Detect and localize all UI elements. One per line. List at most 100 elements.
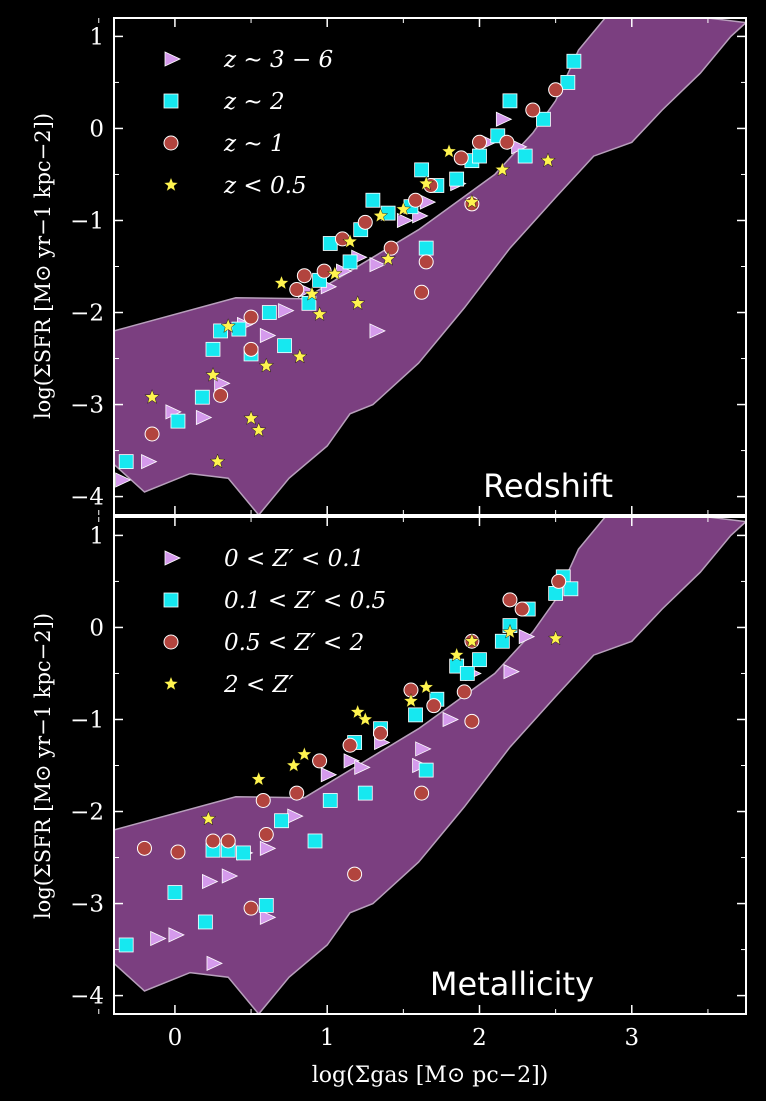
- data-point-square: [459, 666, 475, 681]
- data-point-circle: [525, 102, 541, 118]
- data-point-triangle: [278, 303, 295, 319]
- data-point-triangle: [168, 927, 185, 943]
- data-point-square: [502, 93, 518, 109]
- data-point-star: [418, 679, 434, 694]
- data-point-star: [357, 711, 373, 726]
- data-point-square: [213, 323, 229, 339]
- data-point-star: [250, 771, 267, 786]
- legend-entry: z < 0.5: [223, 173, 307, 199]
- data-point-triangle: [259, 909, 277, 925]
- data-point-triangle: [214, 375, 231, 392]
- data-point-square: [167, 885, 183, 900]
- legend-marker-star: [163, 675, 179, 691]
- data-point-triangle: [442, 711, 459, 728]
- data-point-square: [194, 389, 210, 405]
- data-point-circle: [548, 82, 564, 98]
- data-point-star: [547, 630, 564, 646]
- data-point-circle: [373, 725, 389, 741]
- data-point-square: [560, 75, 576, 90]
- legend-marker-square: [163, 592, 179, 608]
- metallicity-points: [118, 569, 579, 972]
- data-point-star: [441, 143, 457, 158]
- data-point-circle: [502, 592, 518, 608]
- data-point-star: [494, 161, 511, 177]
- data-point-circle: [453, 150, 469, 166]
- data-point-circle: [418, 254, 434, 270]
- y-tick-label: −4: [70, 485, 104, 511]
- metallicity-panel-label: Metallicity: [430, 965, 594, 1003]
- data-point-triangle: [503, 663, 520, 680]
- data-point-triangle: [396, 212, 414, 229]
- data-point-square: [563, 581, 579, 597]
- data-point-circle: [136, 840, 152, 856]
- data-point-circle: [426, 698, 442, 714]
- data-point-square: [536, 111, 551, 127]
- y-tick-label: −4: [70, 984, 104, 1010]
- x-tick-label: 2: [472, 1025, 487, 1051]
- data-point-star: [273, 275, 290, 290]
- data-point-square: [408, 707, 423, 723]
- redshift-panel: −4 −3 −2 −1 0 1 z ∼ 3 − 6 z ∼ 2 z ∼ 1 z < 0.5 Re…: [31, 17, 747, 516]
- data-point-square: [418, 240, 434, 256]
- y-axis-label-bottom: log(ΣSFR [M⊙ yr−1 kpc−2]): [31, 613, 55, 919]
- data-point-star: [502, 623, 518, 639]
- y-tick-label: −3: [70, 393, 104, 419]
- data-point-star: [327, 265, 343, 281]
- data-point-triangle: [141, 453, 158, 470]
- data-point-square: [365, 192, 381, 208]
- data-point-triangle: [369, 257, 386, 273]
- x-axis-ticks: 0 1 2 3: [168, 1025, 640, 1051]
- data-point-star: [205, 367, 221, 382]
- data-point-circle: [347, 866, 363, 882]
- data-point-star: [372, 207, 389, 223]
- data-point-square: [261, 305, 277, 320]
- data-point-star: [220, 318, 236, 333]
- data-point-star: [349, 704, 366, 719]
- x-tick-label: 0: [168, 1025, 183, 1051]
- legend-marker-square: [163, 93, 179, 109]
- data-point-star: [403, 693, 419, 708]
- redshift-legend: z ∼ 3 − 6 z ∼ 2 z ∼ 1 z < 0.5: [163, 47, 333, 199]
- data-point-triangle: [415, 741, 432, 757]
- data-point-triangle: [259, 327, 277, 344]
- x-tick-label: 3: [624, 1025, 639, 1051]
- data-point-circle: [289, 785, 305, 801]
- legend-marker-triangle: [164, 51, 181, 67]
- y-tick-label: −1: [70, 208, 104, 234]
- data-point-triangle: [354, 759, 371, 775]
- data-point-circle: [289, 282, 305, 298]
- data-point-triangle: [495, 111, 513, 127]
- data-point-square: [277, 338, 292, 354]
- data-point-star: [540, 152, 556, 168]
- data-point-triangle: [115, 472, 132, 488]
- redshift-panel-label: Redshift: [483, 467, 613, 505]
- legend-marker-star: [163, 176, 179, 192]
- data-point-circle: [312, 753, 328, 769]
- redshift-points: [115, 53, 582, 488]
- data-point-triangle: [221, 868, 239, 884]
- metallicity-legend: 0 < Z′ < 0.1 0.1 < Z′ < 0.5 0.5 < Z′ < 2 2 …: [163, 546, 386, 698]
- data-point-square: [205, 341, 221, 357]
- data-point-square: [258, 897, 274, 913]
- data-point-star: [296, 746, 313, 761]
- data-point-star: [304, 286, 320, 301]
- data-point-circle: [414, 284, 430, 300]
- y-tick-label: 1: [89, 24, 104, 50]
- data-point-circle: [471, 134, 487, 150]
- data-point-circle: [456, 684, 472, 700]
- y-tick-label: 1: [89, 523, 104, 549]
- metallicity-band: [114, 517, 746, 1014]
- y-tick-label: 0: [89, 615, 104, 641]
- data-point-star: [395, 201, 412, 216]
- data-point-square: [472, 148, 487, 164]
- data-point-circle: [213, 387, 229, 403]
- data-point-square: [274, 813, 289, 829]
- metallicity-panel: −4 −3 −2 −1 0 1 0 < Z′ < 0.1 0.1 < Z′ < 0.5 0.5…: [31, 516, 747, 1015]
- data-point-star: [258, 357, 274, 373]
- legend-entry: 0.1 < Z′ < 0.5: [224, 588, 386, 614]
- data-point-square: [118, 454, 134, 470]
- data-point-square: [414, 162, 430, 178]
- data-point-square: [170, 413, 186, 429]
- data-point-circle: [144, 426, 160, 442]
- data-point-square: [449, 171, 465, 187]
